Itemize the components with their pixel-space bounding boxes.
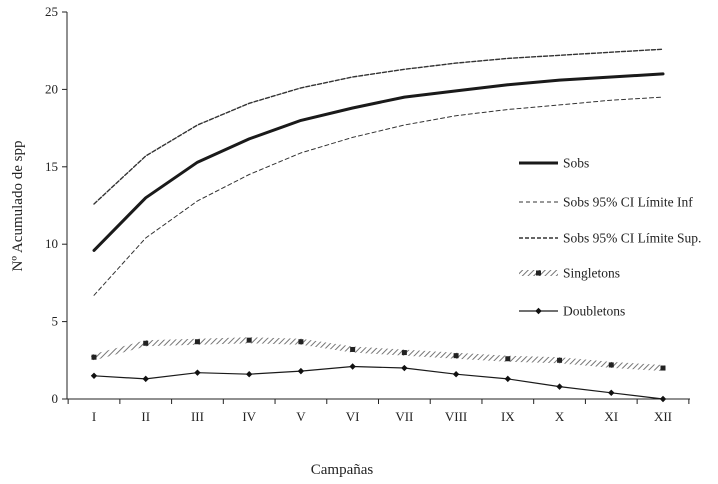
x-tick-label: II — [141, 409, 150, 424]
data-point — [401, 364, 408, 372]
data-point — [608, 362, 614, 368]
data-point — [660, 365, 666, 371]
series-sobs-95-ci-l-mite-sup — [93, 48, 664, 205]
y-tick-label: 5 — [52, 314, 59, 329]
x-tick-label: XI — [604, 409, 618, 424]
data-point — [452, 371, 460, 378]
data-point — [453, 353, 459, 359]
legend: Sobs Sobs 95% CI Límite Inf Sobs 95% CI Lí… — [519, 156, 701, 319]
y-tick-label: 15 — [45, 159, 58, 174]
x-tick-label: III — [191, 409, 204, 424]
x-tick-label: IX — [501, 409, 515, 424]
data-point — [350, 346, 356, 352]
y-tick-label: 10 — [45, 236, 58, 251]
legend-entry: Sobs — [519, 156, 589, 171]
data-point — [194, 369, 201, 376]
data-point — [659, 395, 667, 403]
data-point — [91, 354, 97, 360]
x-axis-title: Campañas — [311, 462, 374, 478]
x-tick-label: IV — [242, 409, 256, 424]
x-tick-label: VI — [346, 409, 360, 424]
series-sobs-95-ci-l-mite-inf — [93, 96, 664, 296]
series-line — [92, 72, 665, 252]
series-group — [90, 48, 667, 403]
data-point — [608, 389, 615, 397]
data-point — [556, 383, 563, 390]
data-point — [297, 367, 305, 375]
x-tick-label: XII — [654, 409, 672, 424]
series-sobs — [92, 72, 665, 252]
data-point — [401, 350, 407, 356]
x-tick-label: V — [296, 409, 306, 424]
data-point — [142, 375, 149, 383]
x-tick-label: X — [555, 409, 565, 424]
legend-marker — [536, 270, 541, 276]
y-tick-label: 25 — [45, 4, 58, 19]
x-tick-label: VII — [395, 409, 413, 424]
legend-label: Doubletons — [563, 304, 625, 319]
legend-label: Sobs 95% CI Límite Sup. — [563, 231, 701, 246]
data-point — [505, 356, 511, 362]
series-singletons — [91, 337, 666, 371]
data-point — [246, 337, 252, 343]
legend-entry: Doubletons — [519, 304, 625, 319]
y-tick-label: 0 — [52, 391, 59, 406]
legend-marker — [535, 307, 542, 315]
legend-label: Sobs 95% CI Límite Inf — [563, 195, 693, 210]
legend-entry: Sobs 95% CI Límite Inf — [519, 195, 693, 210]
y-axis-title: Nº Acumulado de spp — [10, 141, 26, 272]
x-tick-label: I — [92, 409, 96, 424]
data-point — [245, 371, 253, 378]
series-line — [91, 337, 666, 371]
data-point — [194, 339, 200, 345]
data-point — [557, 357, 563, 363]
x-tick-label: VIII — [445, 409, 467, 424]
series-doubletons — [90, 363, 667, 403]
legend-label: Singletons — [563, 266, 620, 281]
data-point — [90, 372, 98, 379]
legend-entry: Singletons — [519, 266, 620, 281]
data-point — [143, 340, 149, 346]
series-line — [93, 365, 664, 400]
legend-entry: Sobs 95% CI Límite Sup. — [519, 231, 701, 246]
data-point — [298, 339, 304, 345]
series-line — [93, 48, 664, 205]
series-line — [93, 96, 664, 296]
y-tick-label: 20 — [45, 81, 58, 96]
data-point — [504, 375, 512, 383]
legend-label: Sobs — [563, 156, 589, 171]
data-point — [349, 363, 356, 370]
